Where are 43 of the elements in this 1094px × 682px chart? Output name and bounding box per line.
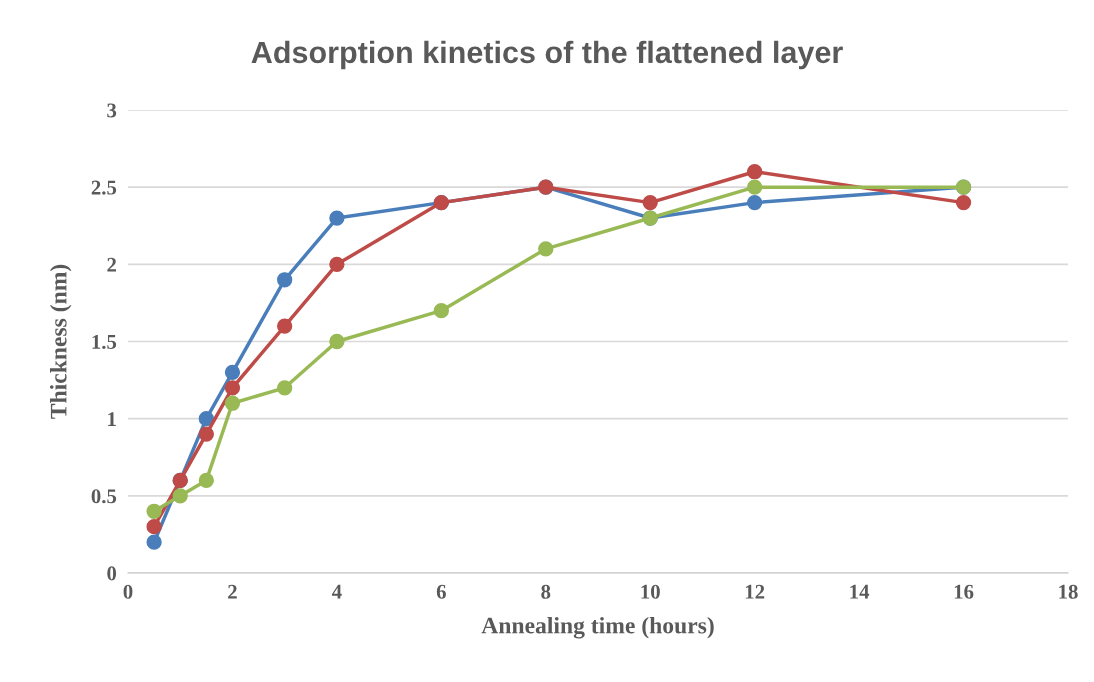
y-tick-label: 0 bbox=[107, 566, 117, 581]
point bbox=[172, 488, 188, 504]
y-tick-label: 2 bbox=[107, 257, 116, 272]
x-tick-label: 10 bbox=[641, 584, 660, 599]
point bbox=[642, 194, 658, 211]
point bbox=[198, 426, 214, 442]
x-tick-label: 2 bbox=[228, 584, 237, 599]
point bbox=[329, 256, 345, 272]
y-tick-label: 3 bbox=[107, 103, 117, 118]
x-tick-label: 16 bbox=[954, 584, 974, 599]
point bbox=[146, 519, 162, 535]
point bbox=[747, 179, 763, 195]
point bbox=[277, 380, 293, 396]
point bbox=[146, 503, 162, 519]
point bbox=[198, 472, 214, 489]
point bbox=[198, 411, 214, 427]
point bbox=[146, 534, 162, 550]
point bbox=[224, 364, 241, 381]
x-axis-title: Annealing time (hours) bbox=[481, 616, 714, 639]
y-axis-title: Thickness (nm) bbox=[49, 264, 72, 419]
point bbox=[433, 302, 449, 319]
y-tick-label: 1.5 bbox=[92, 334, 117, 350]
point bbox=[224, 380, 241, 396]
x-tick-label: 0 bbox=[123, 584, 133, 599]
point bbox=[277, 272, 293, 288]
chart-title: Adsorption kinetics of the flattened layer bbox=[251, 40, 843, 70]
x-tick-label: 4 bbox=[331, 584, 342, 599]
x-tick-label: 8 bbox=[541, 584, 551, 599]
y-tick-label: 0.5 bbox=[91, 489, 117, 504]
x-tick-label: 6 bbox=[436, 584, 446, 599]
point bbox=[955, 194, 972, 211]
point bbox=[277, 318, 293, 334]
y-tick-label: 2.5 bbox=[91, 180, 117, 195]
point bbox=[329, 333, 345, 350]
point bbox=[538, 241, 554, 257]
point bbox=[224, 395, 241, 411]
x-tick-label: 18 bbox=[1059, 584, 1078, 599]
y-tick-label: 1 bbox=[108, 412, 116, 426]
x-tick-label: 12 bbox=[745, 584, 765, 599]
point bbox=[747, 194, 763, 211]
x-tick-label: 14 bbox=[850, 584, 870, 599]
point bbox=[329, 210, 345, 226]
point bbox=[747, 164, 763, 180]
